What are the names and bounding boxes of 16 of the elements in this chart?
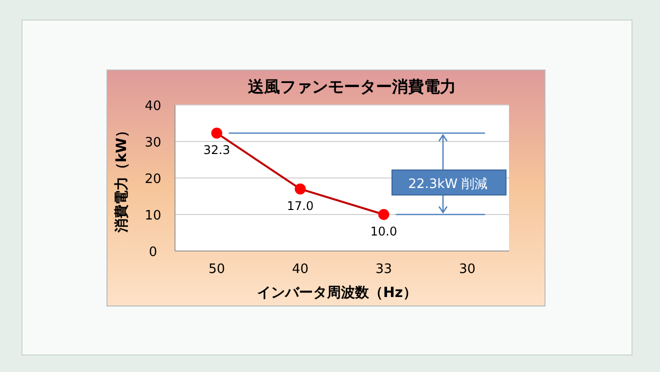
data-label: 17.0 (286, 198, 314, 213)
x-tick-label: 50 (208, 262, 226, 277)
x-axis-title: インバータ周波数（Hz） (257, 285, 417, 301)
annotation: 22.3kW 削減 (408, 177, 488, 192)
chart-title: 送風ファンモーター消費電力 (247, 77, 456, 96)
data-label: 10.0 (370, 224, 398, 238)
x-tick-label: 33 (375, 262, 392, 277)
data-label: 32.3 (203, 143, 230, 158)
y-tick-label: 40 (144, 99, 162, 114)
y-axis-title: 消費電力（kW） (114, 124, 130, 234)
x-tick-label: 40 (292, 262, 309, 277)
y-tick-label: 30 (144, 136, 162, 150)
y-tick-label: 0 (148, 245, 158, 260)
y-tick-label: 10 (144, 208, 162, 224)
x-tick-label: 30 (458, 262, 476, 277)
y-tick-label: 20 (144, 172, 162, 187)
